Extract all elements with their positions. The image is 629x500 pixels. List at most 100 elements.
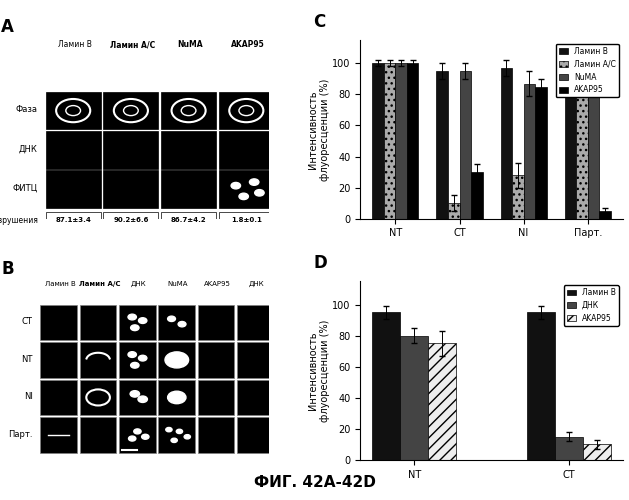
Circle shape xyxy=(138,396,147,402)
Text: ДНК: ДНК xyxy=(249,282,265,288)
Circle shape xyxy=(128,352,136,358)
FancyBboxPatch shape xyxy=(119,417,156,453)
Bar xyxy=(527,312,555,460)
Bar xyxy=(448,203,460,218)
Text: 86.7±4.2: 86.7±4.2 xyxy=(171,216,206,222)
Bar xyxy=(437,71,448,219)
Text: AKAP95: AKAP95 xyxy=(231,40,264,49)
Circle shape xyxy=(138,356,147,361)
FancyBboxPatch shape xyxy=(198,417,235,453)
Bar xyxy=(396,64,407,218)
Y-axis label: Интенсивность
флуоресценции (%): Интенсивность флуоресценции (%) xyxy=(308,320,330,422)
Text: 87.1±3.4: 87.1±3.4 xyxy=(55,216,91,222)
Bar xyxy=(501,68,512,218)
FancyBboxPatch shape xyxy=(119,380,156,416)
Circle shape xyxy=(171,438,177,442)
Bar xyxy=(555,436,583,460)
Text: Ламин В: Ламин В xyxy=(57,40,91,49)
FancyBboxPatch shape xyxy=(80,304,116,340)
FancyBboxPatch shape xyxy=(219,170,274,208)
Text: 90.2±6.6: 90.2±6.6 xyxy=(113,216,148,222)
Text: D: D xyxy=(313,254,327,272)
Text: NuMA: NuMA xyxy=(168,282,188,288)
Text: Ламин В: Ламин В xyxy=(45,282,75,288)
Circle shape xyxy=(131,325,139,330)
Text: NT: NT xyxy=(21,354,33,364)
FancyBboxPatch shape xyxy=(40,380,77,416)
Text: NuMA: NuMA xyxy=(177,40,203,49)
FancyBboxPatch shape xyxy=(159,304,195,340)
Bar xyxy=(535,86,547,218)
Circle shape xyxy=(250,179,259,186)
FancyBboxPatch shape xyxy=(237,342,274,378)
Bar xyxy=(471,172,482,218)
FancyBboxPatch shape xyxy=(40,342,77,378)
Bar xyxy=(583,444,611,460)
FancyBboxPatch shape xyxy=(103,131,159,168)
FancyBboxPatch shape xyxy=(161,212,216,228)
FancyBboxPatch shape xyxy=(103,212,159,228)
Text: Фаза: Фаза xyxy=(16,105,38,114)
Bar xyxy=(384,64,396,218)
FancyBboxPatch shape xyxy=(198,342,235,378)
FancyBboxPatch shape xyxy=(161,170,216,208)
Circle shape xyxy=(142,434,149,440)
Legend: Ламин В, Ламин A/C, NuMA, AKAP95: Ламин В, Ламин A/C, NuMA, AKAP95 xyxy=(555,44,619,98)
Circle shape xyxy=(130,390,140,397)
Y-axis label: Интенсивность
флуоресценции (%): Интенсивность флуоресценции (%) xyxy=(308,78,330,180)
FancyBboxPatch shape xyxy=(198,304,235,340)
FancyBboxPatch shape xyxy=(161,92,216,130)
FancyBboxPatch shape xyxy=(119,304,156,340)
Text: ДНК: ДНК xyxy=(19,144,38,154)
Circle shape xyxy=(166,428,172,432)
Circle shape xyxy=(184,434,191,439)
Text: ДНК: ДНК xyxy=(131,282,147,288)
Bar xyxy=(460,71,471,219)
FancyBboxPatch shape xyxy=(40,417,77,453)
FancyBboxPatch shape xyxy=(46,212,101,228)
Circle shape xyxy=(134,429,141,434)
Bar xyxy=(565,64,576,218)
Circle shape xyxy=(231,182,240,189)
Text: B: B xyxy=(1,260,14,278)
Bar xyxy=(523,84,535,218)
FancyBboxPatch shape xyxy=(80,417,116,453)
FancyBboxPatch shape xyxy=(237,417,274,453)
Circle shape xyxy=(131,362,139,368)
FancyBboxPatch shape xyxy=(159,342,195,378)
Circle shape xyxy=(178,322,186,327)
Circle shape xyxy=(239,193,248,200)
FancyBboxPatch shape xyxy=(219,212,274,228)
Legend: Ламин В, ДНК, AKAP95: Ламин В, ДНК, AKAP95 xyxy=(564,285,619,326)
Circle shape xyxy=(128,314,136,320)
Circle shape xyxy=(167,391,186,404)
Text: A: A xyxy=(1,18,14,36)
Bar xyxy=(372,64,384,218)
Bar xyxy=(407,64,418,218)
FancyBboxPatch shape xyxy=(161,131,216,168)
Text: ФИТЦ: ФИТЦ xyxy=(13,184,38,193)
FancyBboxPatch shape xyxy=(40,304,77,340)
FancyBboxPatch shape xyxy=(103,92,159,130)
Circle shape xyxy=(128,436,136,441)
Bar xyxy=(576,71,587,219)
FancyBboxPatch shape xyxy=(159,380,195,416)
FancyBboxPatch shape xyxy=(237,380,274,416)
Text: ФИГ. 42A-42D: ФИГ. 42A-42D xyxy=(253,475,376,490)
Text: Парт.: Парт. xyxy=(8,430,33,438)
Text: CT: CT xyxy=(21,317,33,326)
Circle shape xyxy=(176,430,182,434)
Text: NI: NI xyxy=(24,392,33,401)
FancyBboxPatch shape xyxy=(80,342,116,378)
Text: C: C xyxy=(313,13,325,31)
Text: % разрушения: % разрушения xyxy=(0,216,38,225)
Text: Ламин A/C: Ламин A/C xyxy=(79,282,120,288)
FancyBboxPatch shape xyxy=(46,170,101,208)
Circle shape xyxy=(167,316,175,322)
FancyBboxPatch shape xyxy=(119,342,156,378)
Bar xyxy=(512,175,523,218)
Circle shape xyxy=(255,190,264,196)
Text: AKAP95: AKAP95 xyxy=(204,282,231,288)
FancyBboxPatch shape xyxy=(219,92,274,130)
FancyBboxPatch shape xyxy=(80,380,116,416)
